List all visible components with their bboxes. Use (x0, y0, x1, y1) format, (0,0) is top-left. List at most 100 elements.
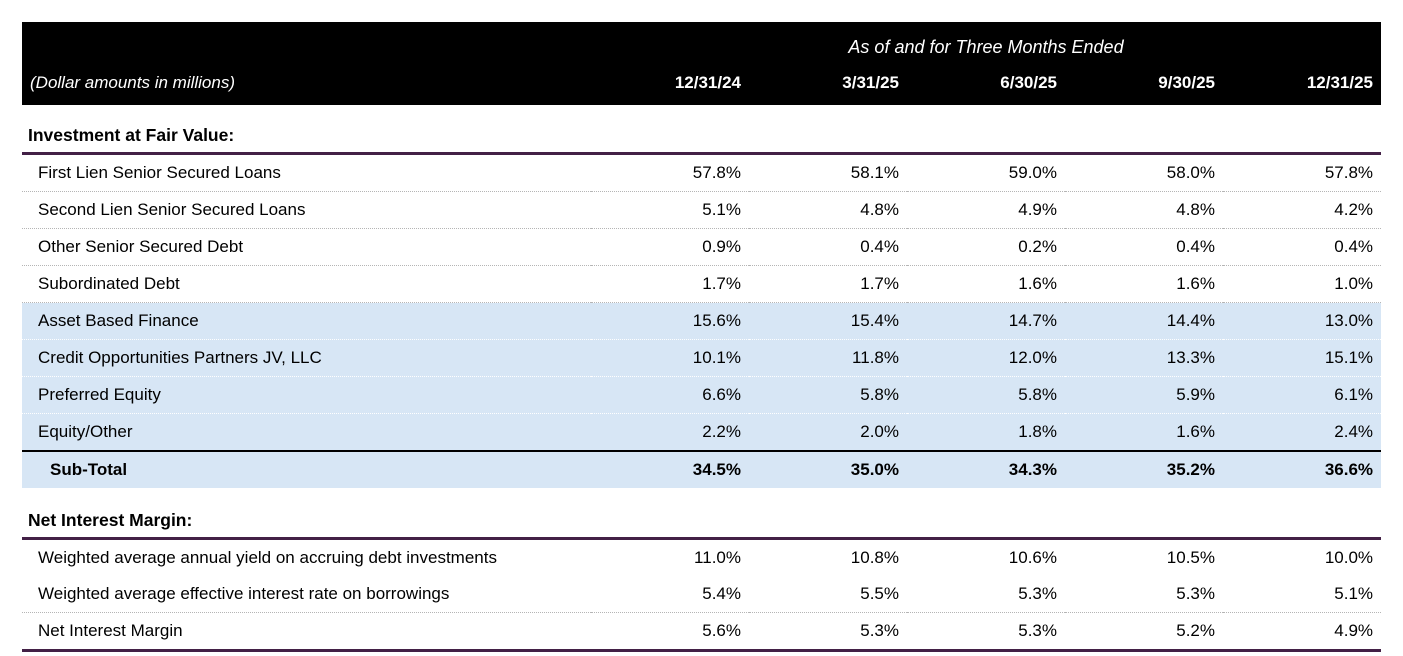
row-value: 0.4% (1223, 228, 1382, 266)
row-value: 1.8% (907, 413, 1065, 451)
row-value: 14.4% (1065, 302, 1223, 340)
row-value: 0.4% (749, 228, 907, 266)
row-value: 0.4% (1065, 228, 1223, 266)
column-header-date: 12/31/25 (1223, 60, 1382, 105)
row-value: 5.1% (591, 191, 749, 229)
row-value: 4.8% (749, 191, 907, 229)
row-value: 5.4% (591, 576, 749, 613)
section-title-row: Net Interest Margin: (22, 500, 1382, 540)
row-value: 5.3% (907, 576, 1065, 613)
row-value: 4.9% (907, 191, 1065, 229)
row-value: 5.3% (907, 612, 1065, 652)
row-value: 12.0% (907, 339, 1065, 377)
row-value: 6.6% (591, 376, 749, 414)
row-value: 1.6% (1065, 413, 1223, 451)
row-value: 58.1% (749, 153, 907, 192)
row-value: 5.3% (1065, 576, 1223, 613)
table-row: Preferred Equity 6.6% 5.8% 5.8% 5.9% 6.1% (22, 376, 1382, 414)
row-value: 13.0% (1223, 302, 1382, 340)
section-title: Investment at Fair Value: (22, 105, 1382, 155)
row-value: 15.1% (1223, 339, 1382, 377)
row-value: 10.6% (1008, 548, 1057, 567)
row-value: 2.2% (591, 413, 749, 451)
column-header-date: 6/30/25 (907, 60, 1065, 105)
section-investment-at-fair-value: Investment at Fair Value: First Lien Sen… (22, 105, 1382, 488)
row-value: 59.0% (907, 153, 1065, 192)
row-value: 0.2% (907, 228, 1065, 266)
table-row: First Lien Senior Secured Loans 57.8% 58.1… (22, 153, 1382, 192)
row-label: Preferred Equity (22, 376, 591, 414)
period-title-row: As of and for Three Months Ended (22, 22, 1382, 60)
row-value: 5.8% (907, 376, 1065, 414)
row-value: 1.7% (749, 265, 907, 303)
row-value: 57.8% (1223, 153, 1382, 192)
row-label: Sub-Total (22, 450, 591, 488)
row-value: 5.6% (591, 612, 749, 652)
table-row: Weighted average effective interest rate… (22, 576, 1382, 613)
row-value: 57.8% (591, 153, 749, 192)
row-label: Asset Based Finance (22, 302, 591, 340)
row-value: 5.1% (1223, 576, 1382, 613)
header-corner (22, 22, 591, 60)
row-value: 2.0% (749, 413, 907, 451)
row-value: 58.0% (1065, 153, 1223, 192)
row-value: 4.9% (1223, 612, 1382, 652)
table-row: Equity/Other 2.2% 2.0% 1.8% 1.6% 2.4% (22, 413, 1382, 451)
row-label: Net Interest Margin (22, 612, 591, 652)
row-value: 2.4% (1223, 413, 1382, 451)
row-value: 35.2% (1065, 450, 1223, 488)
row-value: 4.2% (1223, 191, 1382, 229)
row-value: 10.0% (1324, 548, 1374, 567)
row-value: 5.3% (749, 612, 907, 652)
row-value: 5.2% (1065, 612, 1223, 652)
table-header: As of and for Three Months Ended (Dollar… (22, 22, 1382, 105)
row-value: 1.7% (591, 265, 749, 303)
section-title: Net Interest Margin: (22, 500, 1382, 540)
row-value: 5.9% (1065, 376, 1223, 414)
section-title-row: Investment at Fair Value: (22, 105, 1382, 155)
row-value: 10.8% (850, 548, 899, 567)
dollar-note: (Dollar amounts in millions) (22, 60, 591, 105)
spacer-cell (22, 488, 1381, 500)
table-row: Other Senior Secured Debt 0.9% 0.4% 0.2% 0.4… (22, 228, 1382, 266)
column-header-row: (Dollar amounts in millions) 12/31/24 3/… (22, 60, 1382, 105)
row-value: 1.6% (1065, 265, 1223, 303)
row-value: 11.0% (694, 548, 741, 567)
row-label: Second Lien Senior Secured Loans (22, 191, 591, 229)
row-value: 13.3% (1065, 339, 1223, 377)
row-label: Weighted average effective interest rate… (22, 576, 591, 613)
row-value: 15.6% (591, 302, 749, 340)
column-header-date: 3/31/25 (749, 60, 907, 105)
period-title: As of and for Three Months Ended (591, 22, 1382, 60)
row-value: 14.7% (907, 302, 1065, 340)
column-header-date: 12/31/24 (591, 60, 749, 105)
row-value: 10.1% (591, 339, 749, 377)
row-label: First Lien Senior Secured Loans (22, 153, 591, 192)
table-row: Subordinated Debt 1.7% 1.7% 1.6% 1.6% 1.0% (22, 265, 1382, 303)
row-value: 5.8% (749, 376, 907, 414)
row-value: 34.5% (591, 450, 749, 488)
table-row: Net Interest Margin 5.6% 5.3% 5.3% 5.2% 4.9% (22, 612, 1382, 652)
row-value: 36.6% (1223, 450, 1382, 488)
row-label: Other Senior Secured Debt (22, 228, 591, 266)
row-value: 0.9% (591, 228, 749, 266)
table-row: Credit Opportunities Partners JV, LLC 10.… (22, 339, 1382, 377)
row-value: 5.5% (749, 576, 907, 613)
row-label: Subordinated Debt (22, 265, 591, 303)
row-label: Equity/Other (22, 413, 591, 451)
spacer-row (22, 488, 1381, 500)
row-value: 10.5% (1166, 548, 1215, 567)
table-row: Weighted average annual yield on accruin… (22, 539, 1381, 577)
row-value: 1.0% (1223, 265, 1382, 303)
table-row: Second Lien Senior Secured Loans 5.1% 4.8%… (22, 191, 1382, 229)
table-row: Asset Based Finance 15.6% 15.4% 14.7% 14.4% 1… (22, 302, 1382, 340)
row-value: 35.0% (749, 450, 907, 488)
row-value: 15.4% (749, 302, 907, 340)
section-spacer (22, 488, 1381, 500)
section-net-interest-margin: Net Interest Margin: Weighted average an… (22, 500, 1382, 652)
table-row: Sub-Total 34.5% 35.0% 34.3% 35.2% 36.6% (22, 450, 1382, 488)
row-value: 6.1% (1223, 376, 1382, 414)
row-label: Credit Opportunities Partners JV, LLC (22, 339, 591, 377)
row-value: 34.3% (907, 450, 1065, 488)
row-label: Weighted average annual yield on accruin… (38, 548, 497, 567)
